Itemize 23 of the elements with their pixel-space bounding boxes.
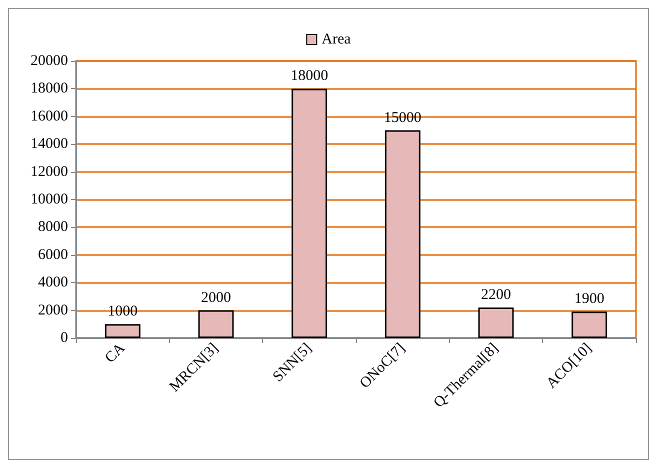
bar [478, 308, 514, 338]
y-tick-label: 18000 [30, 80, 68, 97]
y-tick-label: 2000 [38, 302, 68, 318]
bar [292, 88, 328, 338]
y-tick-label: 16000 [30, 108, 68, 124]
data-label: 1900 [574, 291, 604, 308]
y-tick-label: 0 [60, 330, 68, 346]
bar [384, 130, 420, 338]
legend-label: Area [322, 32, 352, 48]
y-tick-label: 14000 [30, 136, 68, 152]
bar [104, 324, 140, 338]
data-label: 2000 [201, 290, 231, 306]
y-tick-label: 8000 [38, 219, 68, 236]
x-tick-label: CA [102, 340, 128, 366]
data-label: 2200 [481, 287, 511, 304]
y-tick-label: 12000 [30, 164, 68, 180]
y-tick-label: 20000 [30, 53, 68, 69]
y-tick-label: 10000 [30, 192, 68, 208]
bar [572, 312, 608, 338]
y-tick-label: 6000 [38, 246, 68, 263]
y-tick-label: 4000 [38, 274, 68, 291]
bar [198, 310, 234, 338]
data-label: 18000 [290, 68, 328, 84]
